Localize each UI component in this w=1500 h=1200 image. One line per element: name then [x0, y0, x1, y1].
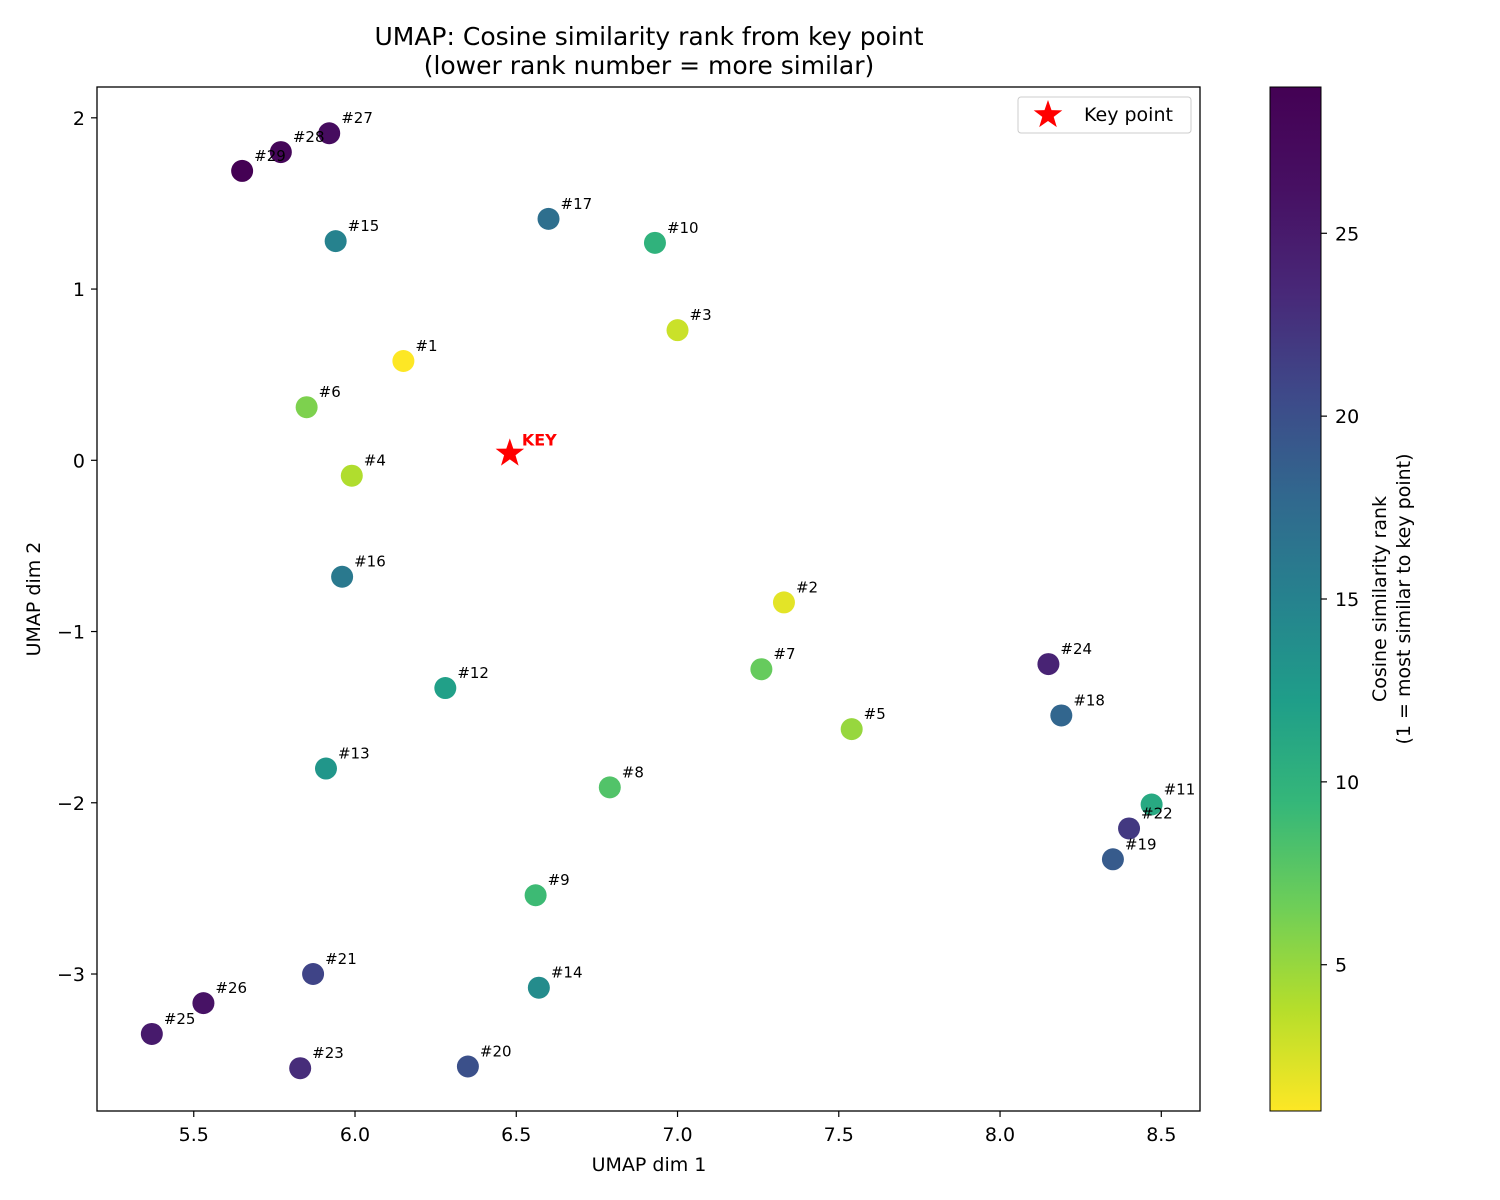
data-point: [295, 396, 318, 419]
data-point: [289, 1057, 312, 1080]
data-point: [1037, 653, 1060, 676]
data-point: [750, 658, 773, 681]
x-tick-label: 7.5: [824, 1124, 854, 1146]
data-point: [340, 464, 363, 487]
data-point: [331, 565, 354, 588]
y-tick-label: −3: [57, 964, 85, 986]
plot-frame: [96, 86, 1201, 1112]
chart-title: UMAP: Cosine similarity rank from key po…: [374, 22, 923, 51]
data-point: [140, 1022, 163, 1045]
data-point: [318, 122, 341, 145]
y-tick-label: 1: [73, 279, 85, 301]
data-point-label: #21: [325, 950, 357, 968]
data-point-label: #1: [415, 337, 437, 355]
x-axis-ticks: 5.5 6.0 6.5 7.0 7.5 8.0 8.5: [179, 1111, 1176, 1146]
data-point: [231, 159, 254, 182]
data-point-label: #24: [1060, 640, 1092, 658]
legend-box: [1017, 96, 1192, 134]
data-point: [1140, 793, 1163, 816]
legend: Key point: [1017, 96, 1192, 134]
data-point: [527, 976, 550, 999]
data-point-label: #9: [548, 871, 570, 889]
data-point: [643, 231, 666, 254]
data-point-label: #2: [796, 578, 818, 596]
data-point-label: #12: [457, 664, 489, 682]
legend-star-icon: [1033, 100, 1063, 128]
data-point-label: #8: [622, 763, 644, 781]
data-point-label: #13: [338, 745, 370, 763]
y-tick-label: −1: [57, 622, 85, 644]
data-point: [269, 141, 292, 164]
data-point: [524, 884, 547, 907]
data-point: [1101, 848, 1124, 871]
data-point-label: #22: [1141, 804, 1173, 822]
key-point-star: [495, 438, 525, 466]
data-point-label: #27: [341, 109, 373, 127]
data-point: [840, 718, 863, 741]
data-point-label: #16: [354, 553, 386, 571]
x-tick-label: 5.5: [179, 1124, 209, 1146]
data-points: [140, 122, 1163, 1080]
data-point-label: #7: [773, 645, 795, 663]
x-axis-label: UMAP dim 1: [592, 1154, 707, 1176]
colorbar-gradient: [1269, 86, 1322, 1112]
data-point-label: #4: [364, 452, 386, 470]
data-point: [772, 591, 795, 614]
data-point-label: #10: [667, 219, 699, 237]
x-tick-label: 8.0: [985, 1124, 1015, 1146]
data-point: [1050, 704, 1073, 727]
x-tick-label: 6.5: [501, 1124, 531, 1146]
data-point-label: #3: [690, 306, 712, 324]
data-point-label: #29: [254, 147, 286, 165]
data-point: [302, 963, 325, 986]
y-axis-ticks: 2 1 0 −1 −2 −3: [57, 108, 97, 986]
data-point-label: #5: [864, 705, 886, 723]
data-point: [666, 319, 689, 342]
data-point: [1118, 817, 1141, 840]
data-point-label: #15: [348, 217, 380, 235]
data-point: [598, 776, 621, 799]
y-tick-label: −2: [57, 793, 85, 815]
x-tick-label: 7.0: [662, 1124, 692, 1146]
colorbar-tick-label: 25: [1335, 223, 1359, 245]
key-point-label: KEY: [522, 430, 557, 449]
x-tick-label: 6.0: [340, 1124, 370, 1146]
y-tick-label: 2: [73, 108, 85, 130]
colorbar-ticks: 5 10 15 20 25: [1321, 223, 1359, 977]
data-point: [434, 677, 457, 700]
data-point-label: #20: [480, 1042, 512, 1060]
data-point: [456, 1055, 479, 1078]
colorbar-tick-label: 20: [1335, 406, 1359, 428]
data-point-label: #14: [551, 964, 583, 982]
data-point: [537, 207, 560, 230]
data-point-label: #28: [293, 128, 325, 146]
y-tick-label: 0: [73, 450, 85, 472]
colorbar-label-line2: (1 = most similar to key point): [1393, 453, 1415, 744]
data-point: [392, 349, 415, 372]
data-point: [192, 992, 215, 1015]
colorbar-tick-label: 10: [1335, 772, 1359, 794]
data-point-label: #6: [319, 383, 341, 401]
data-point-label: #25: [164, 1010, 196, 1028]
legend-label: Key point: [1084, 104, 1173, 126]
data-point-label: #18: [1073, 691, 1105, 709]
point-labels: #1 #2 #3 #4 #5 #6 #7 #8 #9 #10 #11 #12 #13 #14 #15 #16 #…: [164, 109, 1195, 1062]
x-tick-label: 8.5: [1146, 1124, 1176, 1146]
data-point-label: #26: [215, 979, 247, 997]
colorbar-tick-label: 5: [1335, 955, 1347, 977]
data-point-label: #23: [312, 1044, 344, 1062]
data-point-label: #11: [1164, 780, 1196, 798]
plot-area: 5.5 6.0 6.5 7.0 7.5 8.0 8.5 2 1 0 −1 −2 −3 #1 #2 #3 #4…: [57, 86, 1201, 1146]
colorbar-label-line1: Cosine similarity rank: [1369, 496, 1391, 702]
data-point-label: #19: [1125, 835, 1157, 853]
data-point: [324, 230, 347, 253]
data-point-label: #17: [561, 195, 593, 213]
key-point-group: KEY: [495, 430, 557, 466]
colorbar: 5 10 15 20 25 Cosine similarity rank (1 = mo…: [1269, 86, 1415, 1112]
y-axis-label: UMAP dim 2: [23, 542, 45, 657]
data-point: [314, 757, 337, 780]
chart-subtitle: (lower rank number = more similar): [424, 51, 875, 80]
colorbar-tick-label: 15: [1335, 589, 1359, 611]
